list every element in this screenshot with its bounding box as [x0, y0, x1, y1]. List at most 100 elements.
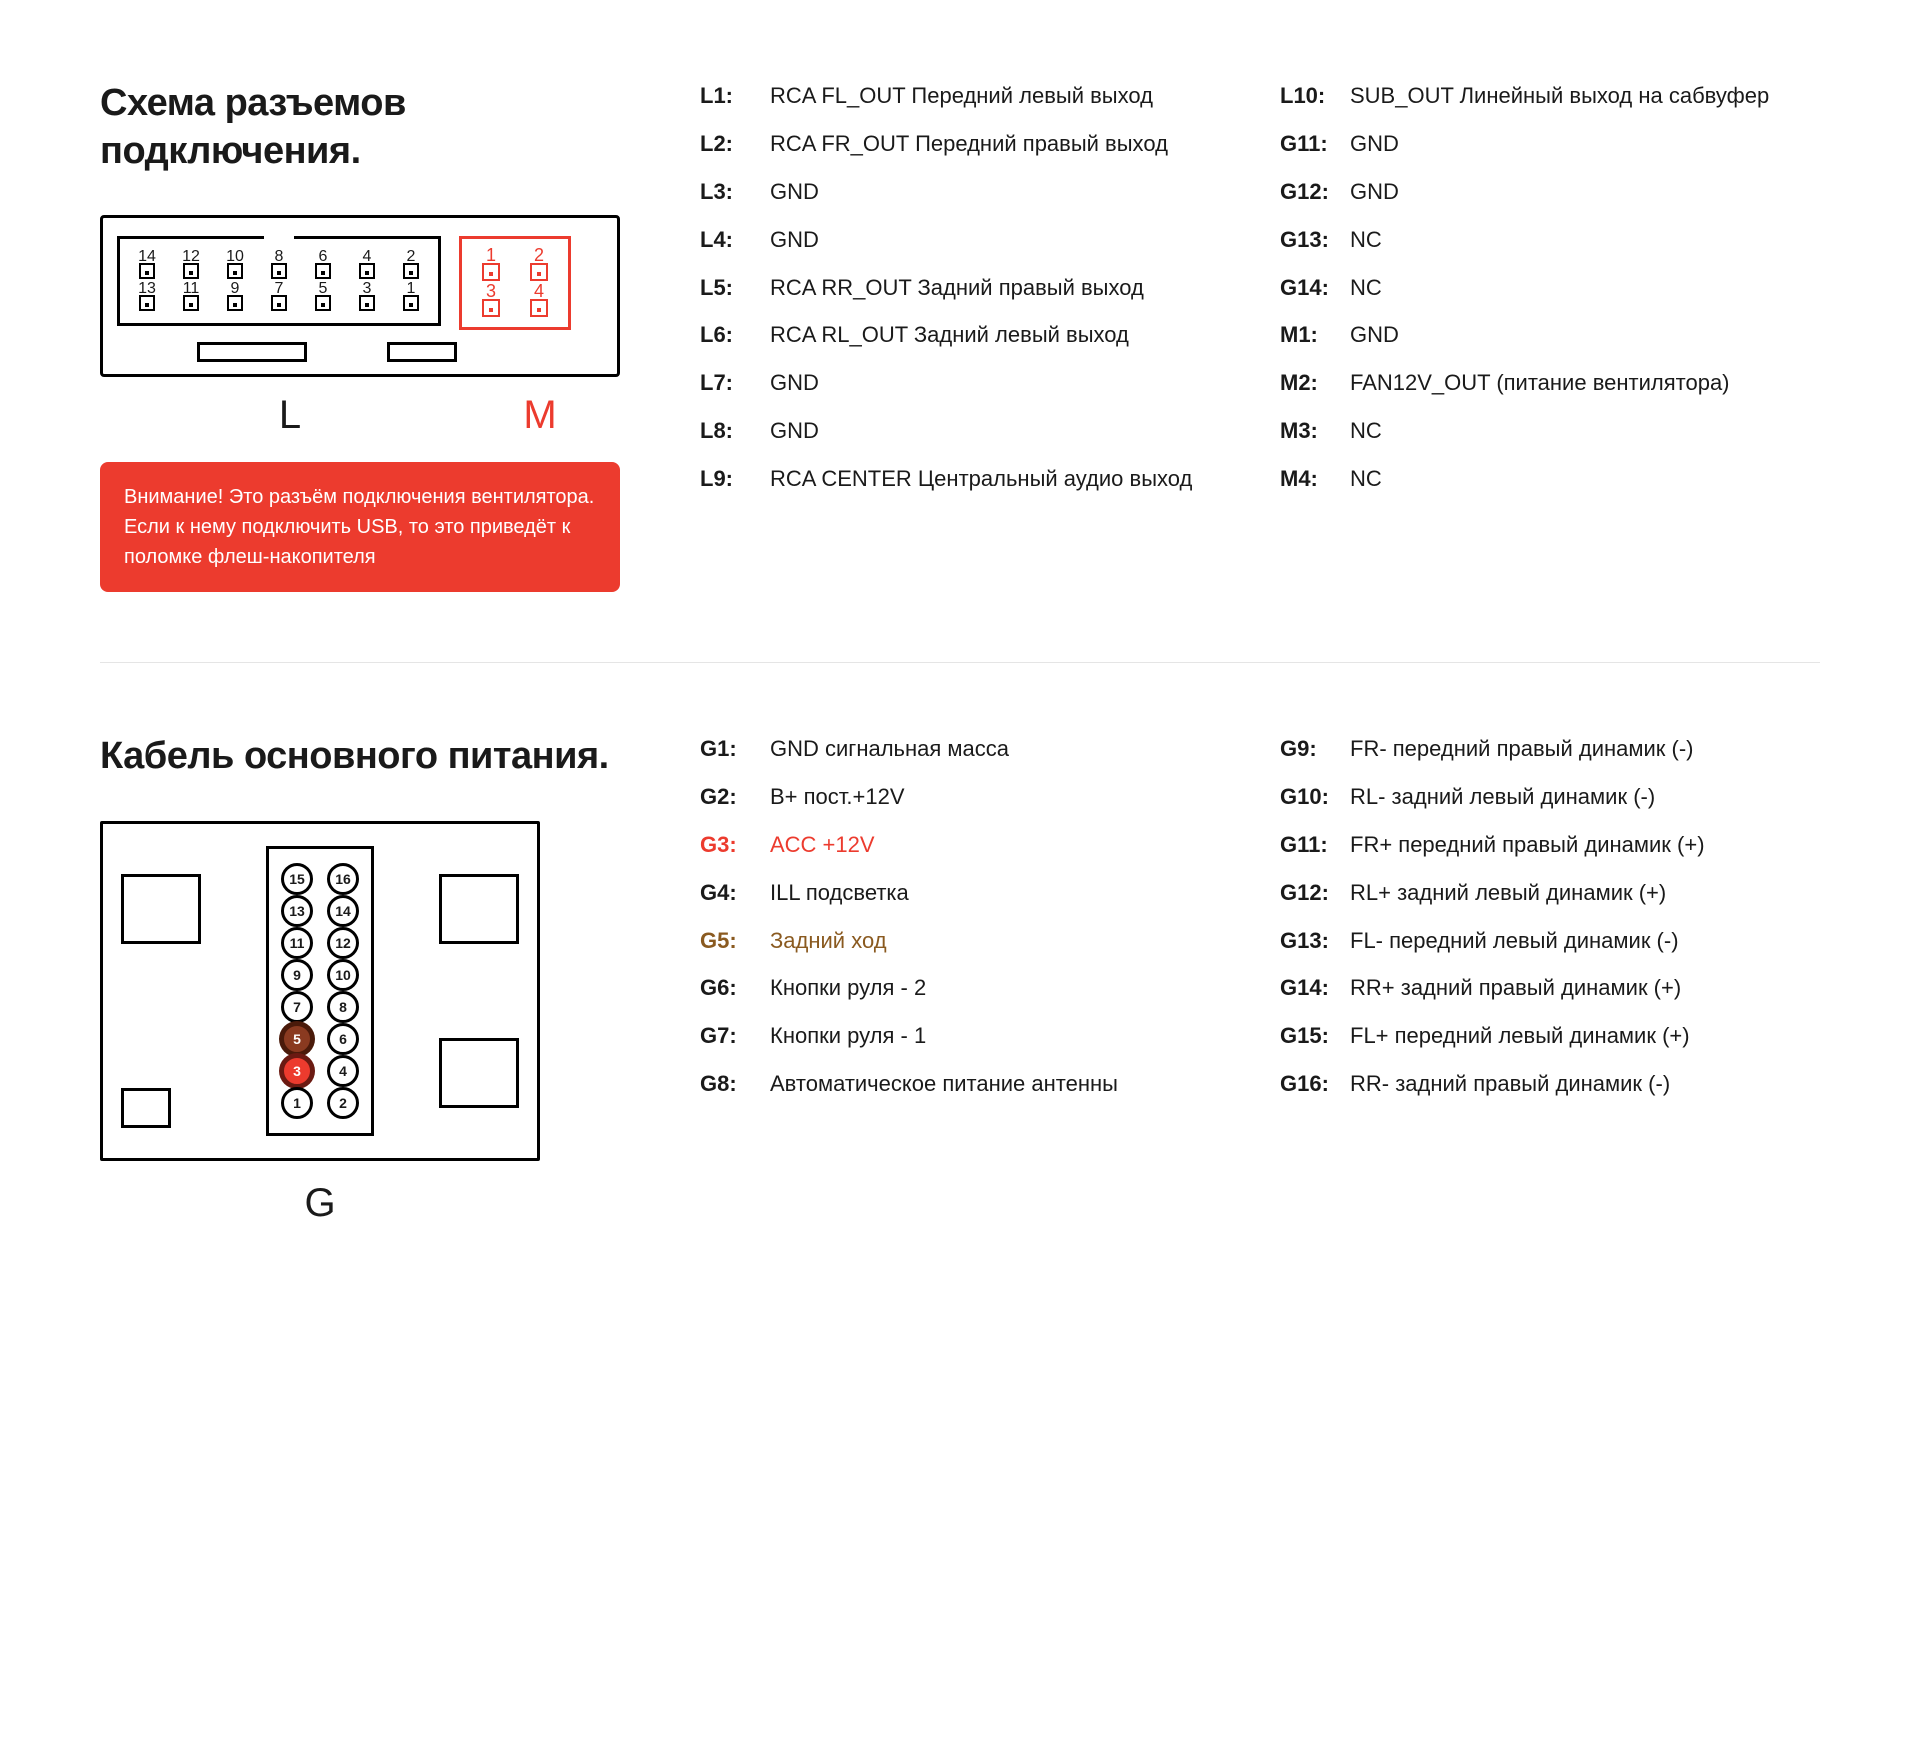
- connector-M: 1234: [459, 236, 571, 330]
- section2-left: Кабель основного питания. 15161314111291…: [100, 733, 640, 1226]
- pin-key: M3:: [1280, 415, 1350, 447]
- pin-key: G3:: [700, 829, 770, 861]
- pin-definition: L10:SUB_OUT Линейный выход на сабвуфер: [1280, 80, 1820, 112]
- pin-description: RCA FR_OUT Передний правый выход: [770, 128, 1240, 160]
- pin-key: G1:: [700, 733, 770, 765]
- pin-M4: 4: [518, 283, 560, 319]
- pin-G9: 9: [281, 959, 313, 991]
- pin-description: NC: [1350, 463, 1820, 495]
- pin-G13: 13: [281, 895, 313, 927]
- pin-definition: G15:FL+ передний левый динамик (+): [1280, 1020, 1820, 1052]
- pin-11: 11: [172, 281, 210, 313]
- pin-G5: 5: [281, 1023, 313, 1055]
- pin-definition: G16:RR- задний правый динамик (-): [1280, 1068, 1820, 1100]
- pin-definition: G13:NC: [1280, 224, 1820, 256]
- pin-key: L3:: [700, 176, 770, 208]
- pin-definition: G7:Кнопки руля - 1: [700, 1020, 1240, 1052]
- pin-description: Задний ход: [770, 925, 1240, 957]
- pin-key: L4:: [700, 224, 770, 256]
- pin-description: Кнопки руля - 1: [770, 1020, 1240, 1052]
- section-power-cable: Кабель основного питания. 15161314111291…: [100, 733, 1820, 1226]
- pin-M2: 2: [518, 247, 560, 283]
- pin-G12: 12: [327, 927, 359, 959]
- pin-5: 5: [304, 281, 342, 313]
- pin-13: 13: [128, 281, 166, 313]
- pin-definition: G13:FL- передний левый динамик (-): [1280, 925, 1820, 957]
- pin-8: 8: [260, 249, 298, 281]
- pin-2: 2: [392, 249, 430, 281]
- pin-description: RCA FL_OUT Передний левый выход: [770, 80, 1240, 112]
- pin-description: FR- передний правый динамик (-): [1350, 733, 1820, 765]
- pin-description: ACC +12V: [770, 829, 1240, 861]
- pin-description: NC: [1350, 415, 1820, 447]
- pin-definition: G6:Кнопки руля - 2: [700, 972, 1240, 1004]
- pin-key: G13:: [1280, 925, 1350, 957]
- section1-title: Схема разъемов подключения.: [100, 80, 640, 175]
- label-L: L: [100, 393, 460, 438]
- pin-description: GND сигнальная масса: [770, 733, 1240, 765]
- pin-G7: 7: [281, 991, 313, 1023]
- pin-key: M2:: [1280, 367, 1350, 399]
- connector-G: 15161314111291078563412: [266, 846, 374, 1136]
- pin-column: G1:GND сигнальная массаG2:B+ пост.+12VG3…: [700, 733, 1240, 1226]
- pin-key: L2:: [700, 128, 770, 160]
- pin-definition: G12:RL+ задний левый динамик (+): [1280, 877, 1820, 909]
- pin-key: L7:: [700, 367, 770, 399]
- pin-key: G11:: [1280, 128, 1350, 160]
- section-connectors: Схема разъемов подключения. 141210864213…: [100, 80, 1820, 592]
- pin-definition: L1:RCA FL_OUT Передний левый выход: [700, 80, 1240, 112]
- section-divider: [100, 662, 1820, 663]
- pin-definition: G10:RL- задний левый динамик (-): [1280, 781, 1820, 813]
- pin-description: ILL подсветка: [770, 877, 1240, 909]
- pin-key: G6:: [700, 972, 770, 1004]
- connector-diagram-LM: 1412108642131197531 1234: [100, 215, 620, 377]
- pin-definition: M1:GND: [1280, 319, 1820, 351]
- pin-description: RCA CENTER Центральный аудио выход: [770, 463, 1240, 495]
- pin-definition: G14:NC: [1280, 272, 1820, 304]
- pin-G15: 15: [281, 863, 313, 895]
- pin-key: M1:: [1280, 319, 1350, 351]
- pin-key: G12:: [1280, 877, 1350, 909]
- pin-definition: G11:GND: [1280, 128, 1820, 160]
- pin-10: 10: [216, 249, 254, 281]
- pin-definition: G3:ACC +12V: [700, 829, 1240, 861]
- pin-column: L10:SUB_OUT Линейный выход на сабвуфер G1…: [1280, 80, 1820, 592]
- pin-12: 12: [172, 249, 210, 281]
- pin-definition: G1:GND сигнальная масса: [700, 733, 1240, 765]
- pin-definition: G11:FR+ передний правый динамик (+): [1280, 829, 1820, 861]
- pin-description: RL+ задний левый динамик (+): [1350, 877, 1820, 909]
- pin-G3: 3: [281, 1055, 313, 1087]
- pin-description: GND: [1350, 319, 1820, 351]
- connector-slot: [121, 874, 201, 944]
- pin-key: G4:: [700, 877, 770, 909]
- pin-key: L1:: [700, 80, 770, 112]
- pin-key: G11:: [1280, 829, 1350, 861]
- pin-7: 7: [260, 281, 298, 313]
- pin-definition: L9:RCA CENTER Центральный аудио выход: [700, 463, 1240, 495]
- pin-14: 14: [128, 249, 166, 281]
- warning-box: Внимание! Это разъём подключения вентиля…: [100, 462, 620, 592]
- section2-pinlist: G1:GND сигнальная массаG2:B+ пост.+12VG3…: [700, 733, 1820, 1226]
- pin-description: RCA RR_OUT Задний правый выход: [770, 272, 1240, 304]
- pin-description: GND: [770, 367, 1240, 399]
- pin-definition: G8:Автоматическое питание антенны: [700, 1068, 1240, 1100]
- pin-definition: M3:NC: [1280, 415, 1820, 447]
- pin-G10: 10: [327, 959, 359, 991]
- pin-6: 6: [304, 249, 342, 281]
- pin-description: RL- задний левый динамик (-): [1350, 781, 1820, 813]
- pin-key: G2:: [700, 781, 770, 813]
- pin-key: G12:: [1280, 176, 1350, 208]
- pin-key: G5:: [700, 925, 770, 957]
- pin-G1: 1: [281, 1087, 313, 1119]
- section2-title: Кабель основного питания.: [100, 733, 640, 781]
- pin-key: G8:: [700, 1068, 770, 1100]
- pin-description: GND: [770, 224, 1240, 256]
- pin-1: 1: [392, 281, 430, 313]
- pin-key: G14:: [1280, 272, 1350, 304]
- connector-diagram-G: 15161314111291078563412: [100, 821, 540, 1161]
- pin-definition: M4:NC: [1280, 463, 1820, 495]
- pin-description: RR+ задний правый динамик (+): [1350, 972, 1820, 1004]
- pin-column: L1:RCA FL_OUT Передний левый выходL2:RCA…: [700, 80, 1240, 592]
- pin-G11: 11: [281, 927, 313, 959]
- pin-key: M4:: [1280, 463, 1350, 495]
